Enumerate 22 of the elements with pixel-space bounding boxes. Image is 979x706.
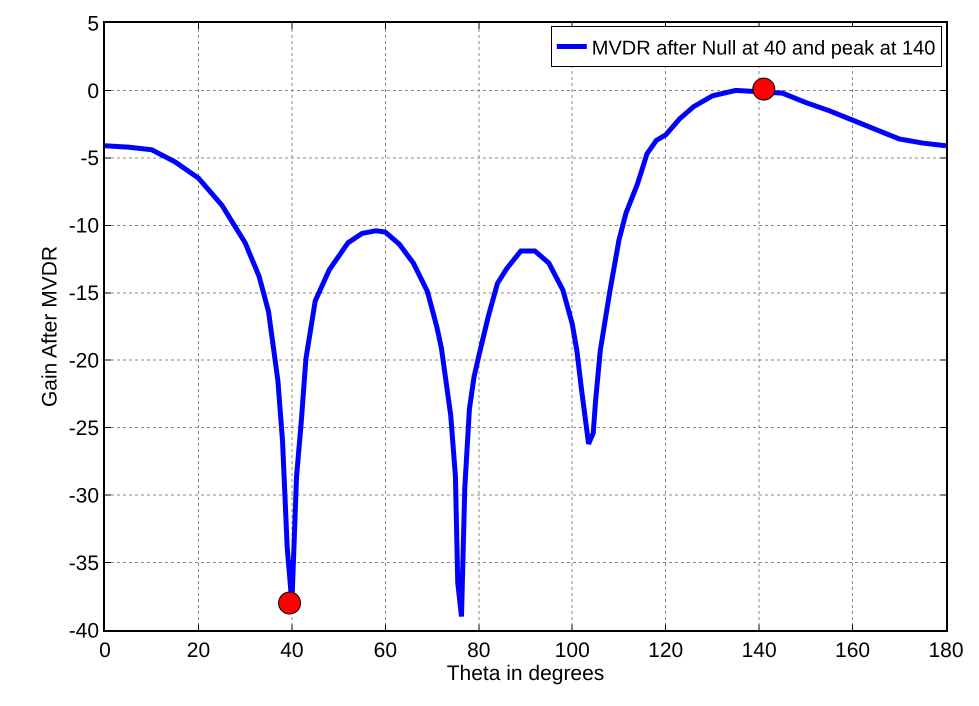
y-tick-label: -10 bbox=[68, 214, 100, 238]
x-tick-label: 80 bbox=[467, 638, 490, 662]
y-tick-label: -25 bbox=[68, 417, 100, 440]
y-tick-label: 0 bbox=[87, 80, 100, 103]
x-tick-label: 20 bbox=[186, 638, 210, 662]
y-tick-label: 5 bbox=[87, 12, 100, 36]
y-tick-label: -15 bbox=[68, 282, 100, 306]
x-tick-label: 60 bbox=[374, 638, 398, 662]
x-tick-label: 160 bbox=[835, 638, 870, 662]
x-axis-title: Theta in degrees bbox=[446, 662, 604, 685]
x-tick-label: 100 bbox=[554, 638, 590, 662]
y-tick-label: -20 bbox=[68, 350, 100, 373]
legend-label: MVDR after Null at 40 and peak at 140 bbox=[592, 37, 936, 60]
y-tick-label: -40 bbox=[68, 619, 100, 642]
y-axis-title: Gain After MVDR bbox=[38, 246, 62, 408]
x-tick-label: 180 bbox=[928, 638, 964, 662]
x-tick-label: 140 bbox=[742, 638, 777, 662]
y-tick-label: -35 bbox=[68, 552, 100, 575]
x-tick-label: 120 bbox=[648, 638, 684, 662]
y-tick-label: -30 bbox=[68, 484, 100, 508]
y-tick-label: -5 bbox=[80, 147, 100, 170]
x-tick-label: 40 bbox=[280, 638, 304, 662]
